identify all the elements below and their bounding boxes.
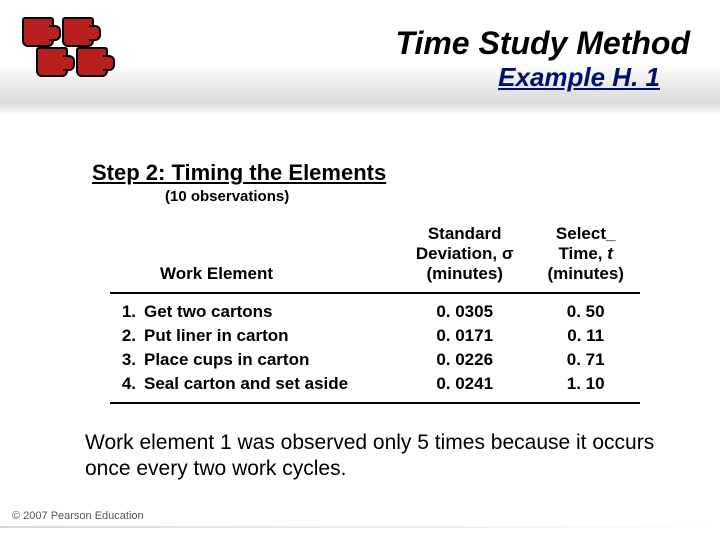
page-title: Time Study Method [0,25,690,62]
col-std-dev: Standard Deviation, σ (minutes) [398,220,531,293]
std-dev-l1: Standard [428,224,502,243]
row-num: 3. [110,348,138,372]
table-row: 1. Get two cartons 0. 0305 0. 50 [110,293,640,324]
row-sd: 0. 0241 [398,372,531,403]
row-time: 1. 10 [531,372,640,403]
copyright-text: © 2007 Pearson Education [12,510,144,522]
row-time: 0. 11 [531,324,640,348]
step-sub: (10 observations) [165,188,289,205]
select-l2a: Time, [558,244,607,263]
row-element: Get two cartons [138,293,398,324]
select-l2b: t [607,244,613,263]
table-row: 2. Put liner in carton 0. 0171 0. 11 [110,324,640,348]
table-row: 4. Seal carton and set aside 0. 0241 1. … [110,372,640,403]
row-sd: 0. 0226 [398,348,531,372]
row-num: 2. [110,324,138,348]
std-dev-l3: (minutes) [426,264,503,283]
row-element: Put liner in carton [138,324,398,348]
row-time: 0. 50 [531,293,640,324]
row-time: 0. 71 [531,348,640,372]
row-num: 1. [110,293,138,324]
row-num: 4. [110,372,138,403]
std-dev-l2: Deviation, σ [416,244,514,263]
row-sd: 0. 0171 [398,324,531,348]
row-element: Seal carton and set aside [138,372,398,403]
step-title: Step 2: Timing the Elements [92,160,386,186]
table-row: 3. Place cups in carton 0. 0226 0. 71 [110,348,640,372]
select-l1: Select [556,224,606,243]
select-l3: (minutes) [547,264,624,283]
page-subtitle: Example H. 1 [0,62,660,93]
data-table: Work Element Standard Deviation, σ (minu… [110,220,640,404]
note-text: Work element 1 was observed only 5 times… [85,430,660,483]
row-sd: 0. 0305 [398,293,531,324]
col-select-time: Select_ Time, t (minutes) [531,220,640,293]
row-element: Place cups in carton [138,348,398,372]
col-work-element: Work Element [110,220,398,293]
footer-line [0,526,720,528]
